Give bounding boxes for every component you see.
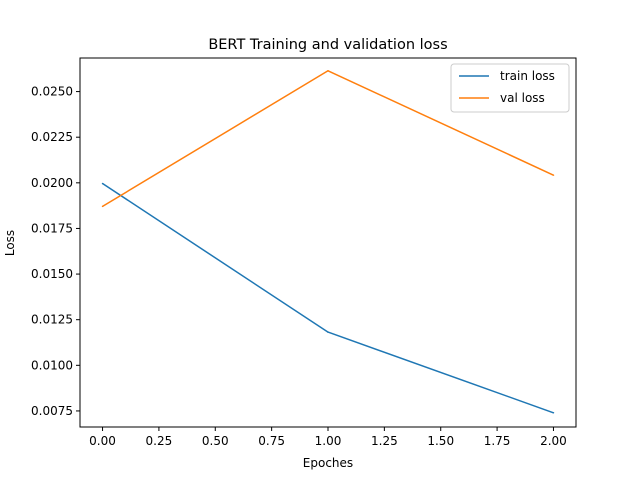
x-tick-label: 2.00 (540, 434, 567, 448)
legend-label-train-loss: train loss (500, 69, 555, 83)
data-point-val-loss (327, 70, 329, 72)
x-axis-label: Epoches (303, 456, 353, 470)
data-point-val-loss (101, 205, 104, 208)
x-tick-label: 1.25 (371, 434, 398, 448)
y-tick-label: 0.0075 (31, 404, 73, 418)
y-tick-label: 0.0125 (31, 313, 73, 327)
x-tick-label: 0.25 (146, 434, 173, 448)
y-tick-label: 0.0175 (31, 221, 73, 235)
plot-area (101, 70, 555, 414)
y-axis-label: Loss (3, 230, 17, 256)
data-point-train-loss (101, 182, 104, 185)
y-tick-label: 0.0200 (31, 176, 73, 190)
x-tick-label: 0.75 (258, 434, 285, 448)
y-tick-label: 0.0150 (31, 267, 73, 281)
chart-title: BERT Training and validation loss (208, 37, 447, 53)
data-point-train-loss (552, 412, 555, 414)
x-tick-label: 1.75 (484, 434, 511, 448)
legend-label-val-loss: val loss (500, 91, 545, 105)
x-tick-label: 1.50 (427, 434, 454, 448)
x-tick-label: 0.50 (202, 434, 229, 448)
y-tick-label: 0.0225 (31, 130, 73, 144)
data-point-val-loss (552, 174, 555, 176)
y-tick-label: 0.0100 (31, 358, 73, 372)
legend: train loss val loss (450, 63, 570, 113)
x-tick-label: 0.00 (89, 434, 116, 448)
y-tick-label: 0.0250 (31, 85, 73, 99)
data-point-train-loss (327, 331, 329, 333)
x-axis-ticks: 0.00 0.25 0.50 0.75 1.00 1.25 1.50 1.75 2.00 (89, 427, 567, 448)
x-tick-label: 1.00 (315, 434, 342, 448)
y-axis-ticks: 0.0075 0.0100 0.0125 0.0150 0.0175 0.0200 0.02… (31, 85, 80, 418)
